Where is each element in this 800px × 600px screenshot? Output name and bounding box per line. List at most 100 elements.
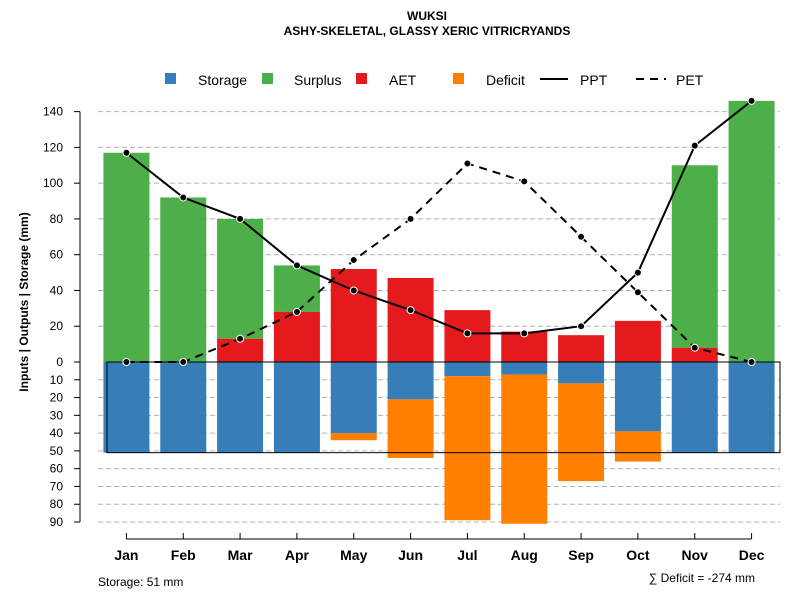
- storage-bar: [558, 362, 605, 384]
- legend-label: PPT: [580, 72, 608, 88]
- gridlines: [98, 111, 780, 523]
- chart-title: WUKSI: [407, 9, 447, 23]
- storage-bar: [671, 362, 718, 453]
- pet-point: [349, 256, 358, 265]
- y-tick-label: 40: [50, 283, 64, 297]
- x-tick-label: Jul: [457, 547, 477, 563]
- x-tick-label: May: [340, 547, 367, 563]
- aet-bar: [273, 311, 320, 362]
- y-tick-label: 40: [50, 426, 64, 440]
- deficit-bar: [614, 431, 661, 462]
- legend-label: Surplus: [294, 72, 341, 88]
- storage-bar: [103, 362, 150, 453]
- ppt-line: [125, 100, 753, 335]
- pet-point: [577, 232, 586, 241]
- ppt-point: [463, 329, 472, 338]
- pet-point: [236, 334, 245, 343]
- pet-point: [463, 159, 472, 168]
- deficit-bar: [387, 399, 434, 458]
- storage-bar: [330, 362, 377, 434]
- y-tick-label: 100: [43, 176, 63, 190]
- ppt-point: [520, 329, 529, 338]
- ppt-point: [236, 214, 245, 223]
- x-tick-label: Apr: [285, 547, 310, 563]
- ppt-point: [292, 261, 301, 270]
- legend-swatch: [262, 73, 273, 84]
- deficit-bar: [444, 376, 491, 521]
- pet-point: [179, 358, 188, 366]
- line-series: [122, 96, 756, 366]
- y-tick-label: 50: [50, 444, 64, 458]
- legend-swatch: [165, 73, 176, 84]
- axes: 0 20 40 60 80 100 120 140 10 20 30 40 50 60 70 80 90 Jan F…: [43, 105, 765, 563]
- y-tick-label: 80: [50, 212, 64, 226]
- pet-point: [122, 358, 131, 366]
- legend-label: PET: [676, 72, 704, 88]
- ppt-point: [577, 322, 586, 331]
- x-tick-label: Dec: [739, 547, 765, 563]
- x-tick-label: Aug: [511, 547, 538, 563]
- surplus-bar: [671, 165, 718, 348]
- chart-subtitle: ASHY-SKELETAL, GLASSY XERIC VITRICRYANDS: [284, 24, 571, 38]
- legend-label: AET: [389, 72, 417, 88]
- pet-point: [633, 288, 642, 297]
- y-tick-label: 60: [50, 248, 64, 262]
- storage-bar: [160, 362, 207, 453]
- x-tick-label: Jan: [114, 547, 138, 563]
- pet-point: [690, 343, 699, 352]
- y-tick-label: 0: [56, 355, 63, 369]
- storage-bar: [728, 362, 775, 453]
- ppt-point: [406, 306, 415, 315]
- deficit-bar: [330, 433, 377, 441]
- pet-point: [406, 214, 415, 223]
- surplus-bar: [160, 197, 207, 362]
- storage-capacity-note: Storage: 51 mm: [98, 575, 183, 589]
- y-tick-label: 30: [50, 408, 64, 422]
- legend-label: Deficit: [486, 72, 525, 88]
- y-tick-label: 60: [50, 462, 64, 476]
- surplus-bar: [217, 218, 264, 339]
- surplus-bar: [103, 152, 150, 362]
- x-tick-label: Nov: [682, 547, 709, 563]
- y-tick-label: 120: [43, 140, 63, 154]
- storage-capacity-box: [106, 361, 781, 454]
- storage-bar: [217, 362, 264, 453]
- ppt-point: [179, 193, 188, 202]
- storage-bar: [273, 362, 320, 453]
- legend-swatch: [356, 73, 367, 84]
- x-tick-label: Jun: [398, 547, 423, 563]
- legend-label: Storage: [198, 72, 247, 88]
- y-tick-label: 80: [50, 497, 64, 511]
- bar-series: [103, 100, 781, 524]
- y-tick-label: 10: [50, 373, 64, 387]
- y-tick-label: 70: [50, 479, 64, 493]
- legend-swatch: [453, 73, 464, 84]
- storage-bar: [387, 362, 434, 400]
- ppt-point: [747, 96, 756, 105]
- aet-bar: [614, 320, 661, 362]
- ppt-point: [122, 148, 131, 157]
- storage-bar: [444, 362, 491, 377]
- storage-bar: [501, 362, 548, 375]
- aet-bar: [387, 277, 434, 362]
- y-tick-label: 20: [50, 319, 64, 333]
- y-axis-label: Inputs | Outputs | Storage (mm): [17, 212, 31, 391]
- y-tick-label: 20: [50, 391, 64, 405]
- legend: Storage Surplus AET Deficit PPT PET: [165, 72, 704, 88]
- surplus-bar: [728, 100, 775, 362]
- deficit-bar: [501, 374, 548, 524]
- deficit-bar: [558, 383, 605, 482]
- ppt-point: [690, 141, 699, 150]
- x-tick-label: Feb: [171, 547, 196, 563]
- pet-point: [292, 307, 301, 316]
- y-tick-label: 90: [50, 515, 64, 529]
- aet-bar: [558, 335, 605, 362]
- pet-point: [747, 358, 756, 366]
- x-tick-label: Sep: [568, 547, 594, 563]
- deficit-sum-note: ∑ Deficit = -274 mm: [649, 571, 755, 585]
- y-tick-label: 140: [43, 105, 63, 119]
- x-tick-label: Mar: [228, 547, 253, 563]
- ppt-point: [349, 286, 358, 295]
- ppt-point: [633, 268, 642, 277]
